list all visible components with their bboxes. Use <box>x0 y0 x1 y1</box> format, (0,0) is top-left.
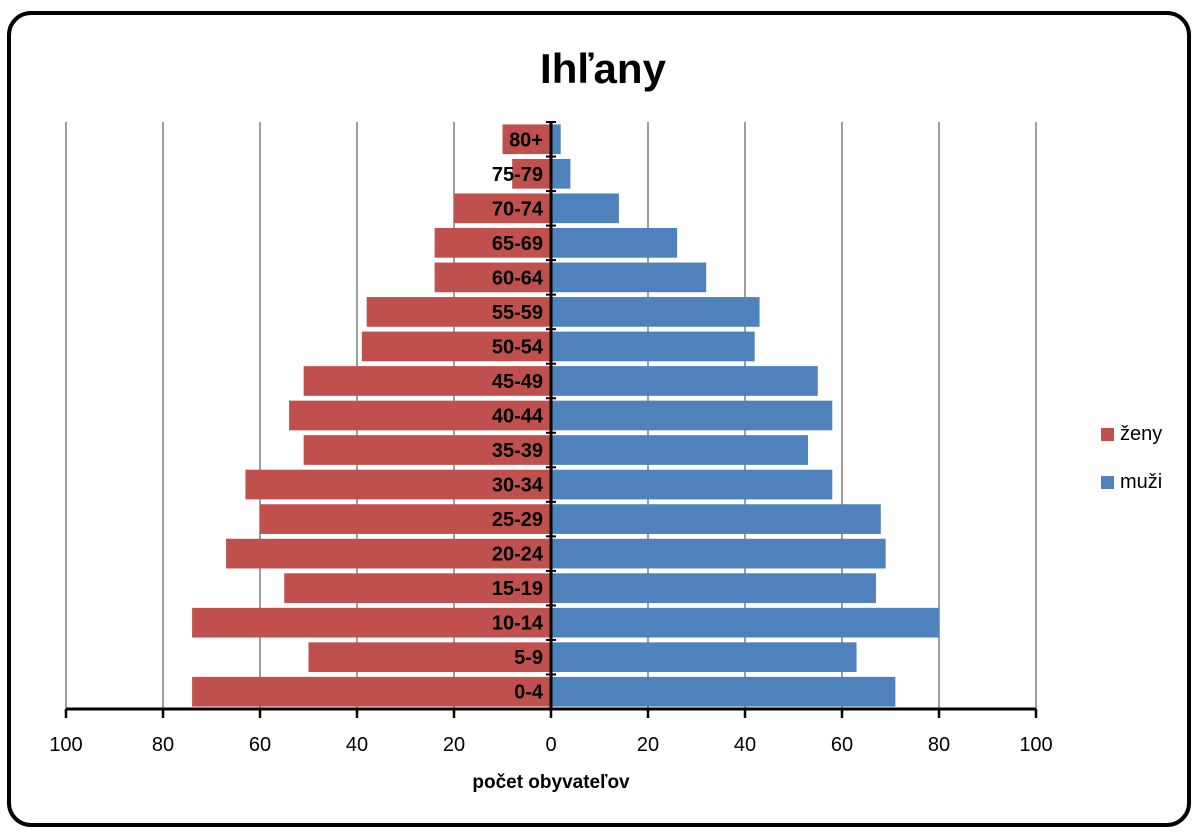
x-tick-label: 80 <box>152 734 174 756</box>
axes <box>64 121 1038 718</box>
bar-muzi-75-79 <box>551 158 571 189</box>
legend-label: muži <box>1120 471 1162 493</box>
x-tick-label: 20 <box>637 734 659 756</box>
bar-zeny-0-4 <box>192 676 551 707</box>
bar-muzi-50-54 <box>551 331 755 362</box>
chart-title: Ihľany <box>540 45 667 92</box>
bar-zeny-25-29 <box>260 504 551 534</box>
x-tick-label: 40 <box>734 734 756 756</box>
category-label: 30-34 <box>492 475 544 497</box>
bar-muzi-35-39 <box>551 435 809 465</box>
x-tick-label: 40 <box>346 734 368 756</box>
bar-muzi-30-34 <box>551 469 833 500</box>
bar-muzi-80+ <box>551 124 561 155</box>
category-label: 25-29 <box>492 509 543 531</box>
x-tick-label: 0 <box>545 734 556 756</box>
category-label: 55-59 <box>492 302 543 324</box>
bars <box>192 124 939 707</box>
category-label: 45-49 <box>492 371 543 393</box>
bar-zeny-60-64 <box>434 262 551 293</box>
category-label: 70-74 <box>492 198 544 220</box>
bar-zeny-30-34 <box>245 469 551 500</box>
category-label: 80+ <box>509 129 543 151</box>
bar-zeny-45-49 <box>303 366 551 396</box>
bar-muzi-20-24 <box>551 538 886 569</box>
category-label: 20-24 <box>492 544 544 566</box>
x-tick-label: 60 <box>831 734 853 756</box>
bar-zeny-20-24 <box>226 538 552 569</box>
bar-muzi-5-9 <box>551 642 857 673</box>
bar-zeny-5-9 <box>308 642 551 673</box>
x-tick-label: 80 <box>928 734 950 756</box>
x-axis-label: počet obyvateľov <box>472 772 630 793</box>
bar-zeny-50-54 <box>361 331 551 362</box>
category-label: 0-4 <box>514 682 544 704</box>
bar-muzi-70-74 <box>551 193 619 224</box>
bar-zeny-75-79 <box>512 158 551 189</box>
category-label: 35-39 <box>492 440 543 462</box>
bar-zeny-55-59 <box>366 297 551 327</box>
x-tick-label: 100 <box>49 734 82 756</box>
category-label: 50-54 <box>492 336 544 358</box>
bar-muzi-65-69 <box>551 228 678 258</box>
bar-muzi-55-59 <box>551 297 760 327</box>
bar-muzi-15-19 <box>551 573 876 603</box>
category-label: 5-9 <box>514 647 543 669</box>
category-labels: 0-4 5-9 10-14 15-19 20-24 25-29 30-34 35-39 40-4… <box>492 129 544 703</box>
bar-muzi-45-49 <box>551 366 818 396</box>
bar-muzi-25-29 <box>551 504 881 534</box>
bar-zeny-40-44 <box>289 400 551 431</box>
x-tick-label: 20 <box>443 734 465 756</box>
legend-label: ženy <box>1120 423 1162 445</box>
bar-muzi-60-64 <box>551 262 707 293</box>
category-label: 10-14 <box>492 613 544 635</box>
bar-muzi-0-4 <box>551 676 896 707</box>
legend-swatch <box>1101 428 1114 441</box>
bar-zeny-35-39 <box>303 435 551 465</box>
category-label: 75-79 <box>492 164 543 186</box>
bar-zeny-10-14 <box>192 607 551 638</box>
x-tick-label: 100 <box>1019 734 1052 756</box>
x-tick-label: 60 <box>249 734 271 756</box>
bar-zeny-70-74 <box>454 193 551 224</box>
bar-zeny-15-19 <box>284 573 551 603</box>
category-label: 40-44 <box>492 406 544 428</box>
bar-zeny-80+ <box>502 124 551 155</box>
legend: ženy muži <box>1101 423 1162 493</box>
bar-zeny-65-69 <box>434 228 551 258</box>
category-label: 65-69 <box>492 233 543 255</box>
bar-muzi-10-14 <box>551 607 939 638</box>
x-tick-labels: 100 80 60 40 20 0 20 40 60 80 100 <box>49 734 1052 756</box>
category-label: 60-64 <box>492 267 544 289</box>
category-label: 15-19 <box>492 578 543 600</box>
bar-muzi-40-44 <box>551 400 833 431</box>
legend-swatch <box>1101 476 1114 489</box>
